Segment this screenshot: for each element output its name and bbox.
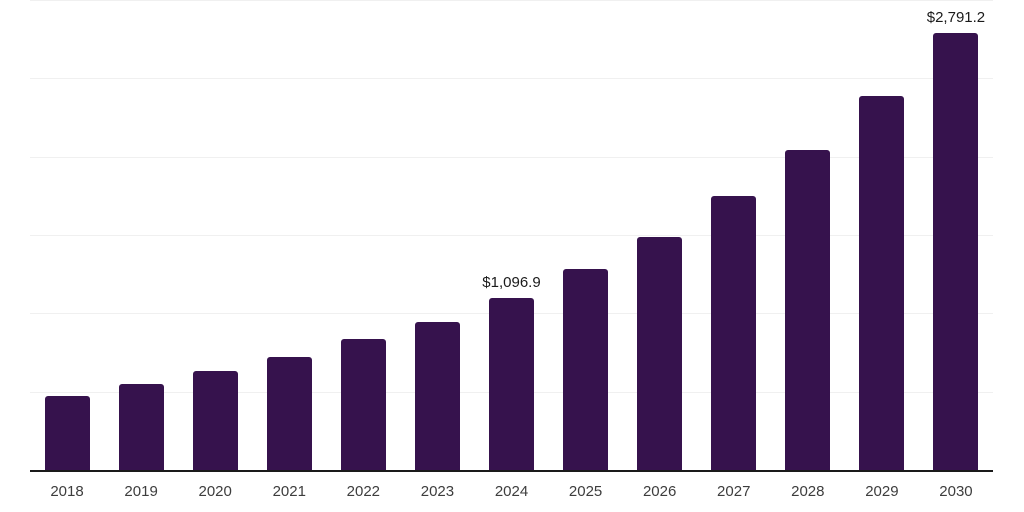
x-tick-2029: 2029 xyxy=(865,483,899,500)
bar-band-2030: $2,791.2 xyxy=(919,0,993,470)
gridline-3000 xyxy=(30,0,993,1)
x-tick-2021: 2021 xyxy=(272,483,306,500)
bar-band-2026 xyxy=(623,0,697,470)
bar-band-2020 xyxy=(178,0,252,470)
x-tick-2030: 2030 xyxy=(939,483,973,500)
bar-2027 xyxy=(711,196,757,470)
chart-plot-area: $1,096.9 $2,791.2 xyxy=(30,0,993,472)
gridline-2500 xyxy=(30,78,993,80)
bar-band-2019 xyxy=(104,0,178,470)
data-label-2024: $1,096.9 xyxy=(482,274,541,292)
gridline-2000 xyxy=(30,156,993,158)
bar-band-2024: $1,096.9 xyxy=(474,0,548,470)
bar-2030 xyxy=(933,32,979,470)
bar-band-2018 xyxy=(30,0,104,470)
bar-band-2028 xyxy=(771,0,845,470)
bar-2028 xyxy=(785,150,831,470)
bar-2019 xyxy=(118,384,164,470)
x-tick-2019: 2019 xyxy=(124,483,158,500)
bar-2022 xyxy=(340,339,386,470)
data-label-2030: $2,791.2 xyxy=(926,8,986,26)
x-tick-2025: 2025 xyxy=(568,483,603,500)
bar-2024 xyxy=(488,298,534,470)
x-tick-2020: 2020 xyxy=(198,483,232,500)
x-tick-2023: 2023 xyxy=(420,483,455,500)
bar-band-2029 xyxy=(845,0,919,470)
bar-band-2023 xyxy=(400,0,474,470)
bar-2018 xyxy=(44,395,90,470)
x-tick-2027: 2027 xyxy=(717,483,751,500)
bar-2023 xyxy=(414,322,460,470)
bar-band-2022 xyxy=(326,0,400,470)
bar-band-2025 xyxy=(549,0,623,470)
x-tick-2022: 2022 xyxy=(346,483,381,500)
bar-2020 xyxy=(192,371,238,470)
x-tick-2018: 2018 xyxy=(50,483,84,500)
bar-band-2021 xyxy=(252,0,326,470)
x-tick-2028: 2028 xyxy=(791,483,825,500)
x-tick-2024: 2024 xyxy=(494,483,529,500)
bar-2025 xyxy=(563,269,609,470)
bar-2021 xyxy=(266,356,312,470)
gridline-1500 xyxy=(30,235,993,236)
x-tick-2026: 2026 xyxy=(642,483,677,500)
bar-2026 xyxy=(637,236,683,470)
bar-band-2027 xyxy=(697,0,771,470)
x-axis: 2018 2019 2020 2021 2022 2023 2024 2025 2026 2027… xyxy=(30,472,993,500)
bar-2029 xyxy=(859,96,905,470)
